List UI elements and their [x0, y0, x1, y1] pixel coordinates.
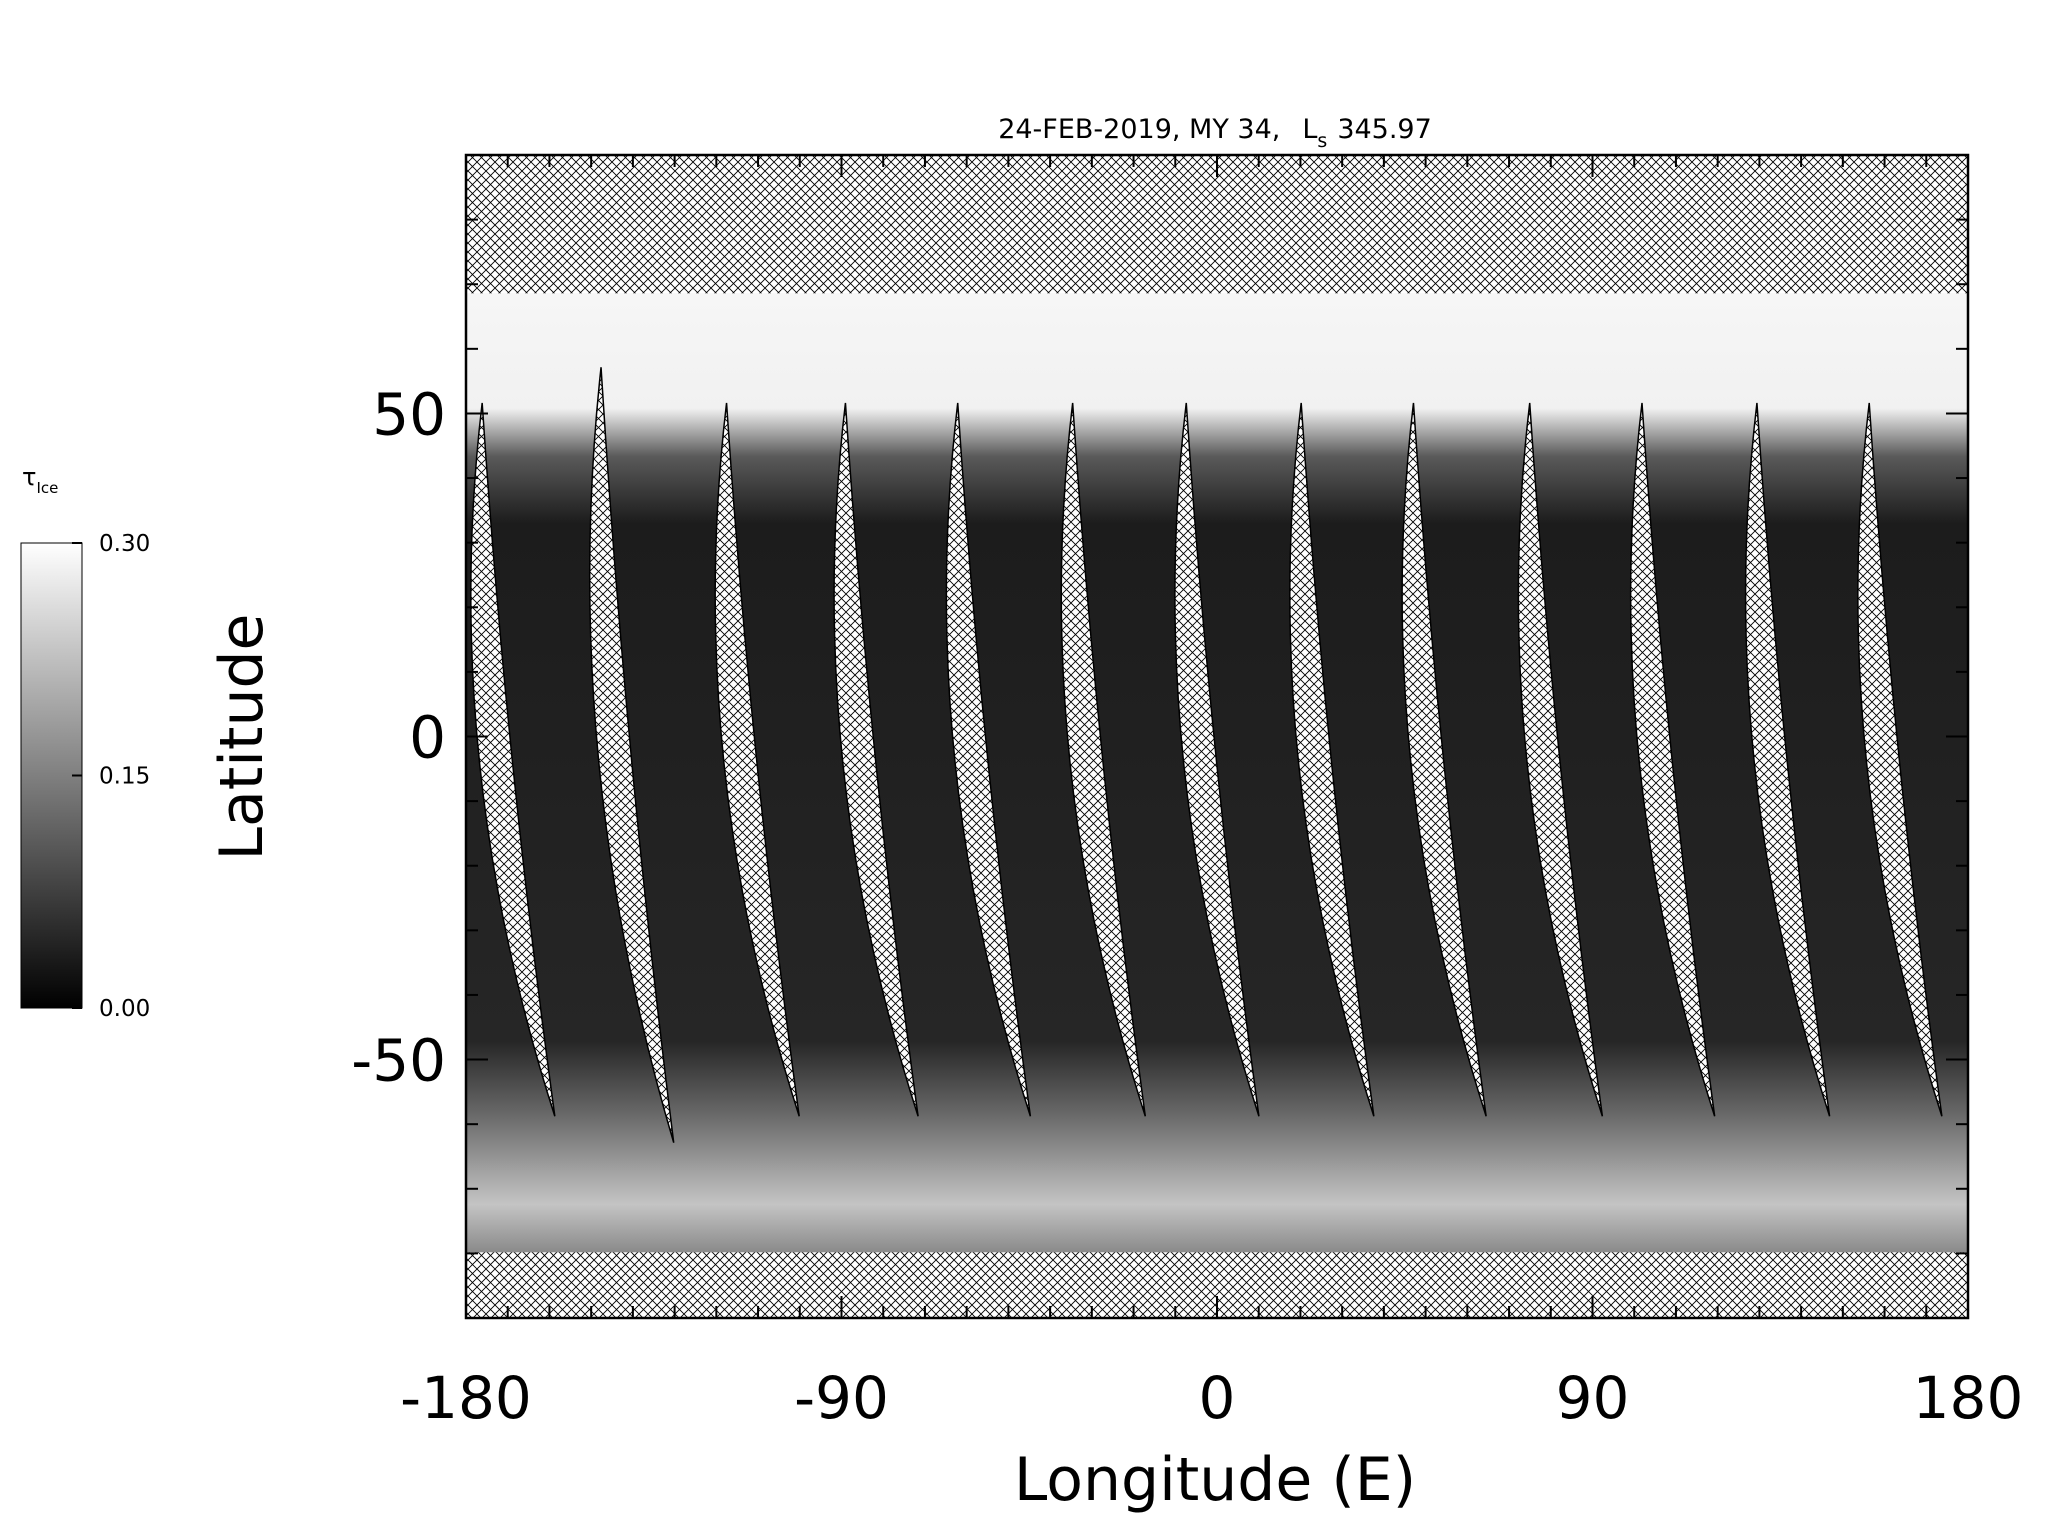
x-tick-label: -90 [794, 1364, 889, 1432]
x-tick-label: -180 [400, 1364, 532, 1432]
colorbar-tick-label: 0.30 [99, 531, 150, 557]
data-gap-swath [588, 367, 675, 1143]
colorbar-subscript: Ice [36, 479, 58, 497]
y-tick-label: -50 [351, 1027, 446, 1095]
data-gap-swath [833, 402, 919, 1117]
x-axis-label: Longitude (E) [1014, 1445, 1416, 1515]
y-tick-label: 50 [372, 380, 446, 448]
data-gap-swath [470, 402, 556, 1117]
data-gap-swath [1060, 402, 1147, 1117]
map-image [466, 155, 1968, 1318]
y-tick-label: 0 [409, 704, 446, 772]
data-gap-swath [1401, 402, 1487, 1117]
chart-title: 24-FEB-2019, MY 34, Ls 345.97 [998, 114, 1432, 152]
colorbar-symbol: τ [22, 463, 36, 491]
title-symbol: L [1302, 114, 1317, 145]
title-text: 24-FEB-2019, MY 34, [998, 114, 1280, 145]
colorbar-tick-label: 0.15 [99, 764, 150, 790]
title-subscript: s [1317, 130, 1327, 152]
data-gap-swath [1629, 402, 1716, 1117]
title-value: 345.97 [1337, 114, 1431, 145]
data-gap-swath [1517, 402, 1604, 1117]
x-tick-label: 180 [1913, 1364, 2024, 1432]
data-gap-swath [1289, 402, 1375, 1117]
y-axis-label: Latitude [207, 614, 277, 861]
x-tick-label: 0 [1199, 1364, 1236, 1432]
colorbar-tick-label: 0.00 [99, 996, 150, 1022]
data-gap-swath [1174, 402, 1260, 1117]
data-gap-swath [1744, 402, 1831, 1117]
colorbar [20, 542, 83, 1009]
data-gap-swath [1857, 402, 1943, 1117]
data-gap-swath [714, 402, 800, 1117]
x-tick-label: 90 [1556, 1364, 1630, 1432]
data-gap-swath [945, 402, 1032, 1117]
colorbar-label: τIce [22, 463, 58, 497]
